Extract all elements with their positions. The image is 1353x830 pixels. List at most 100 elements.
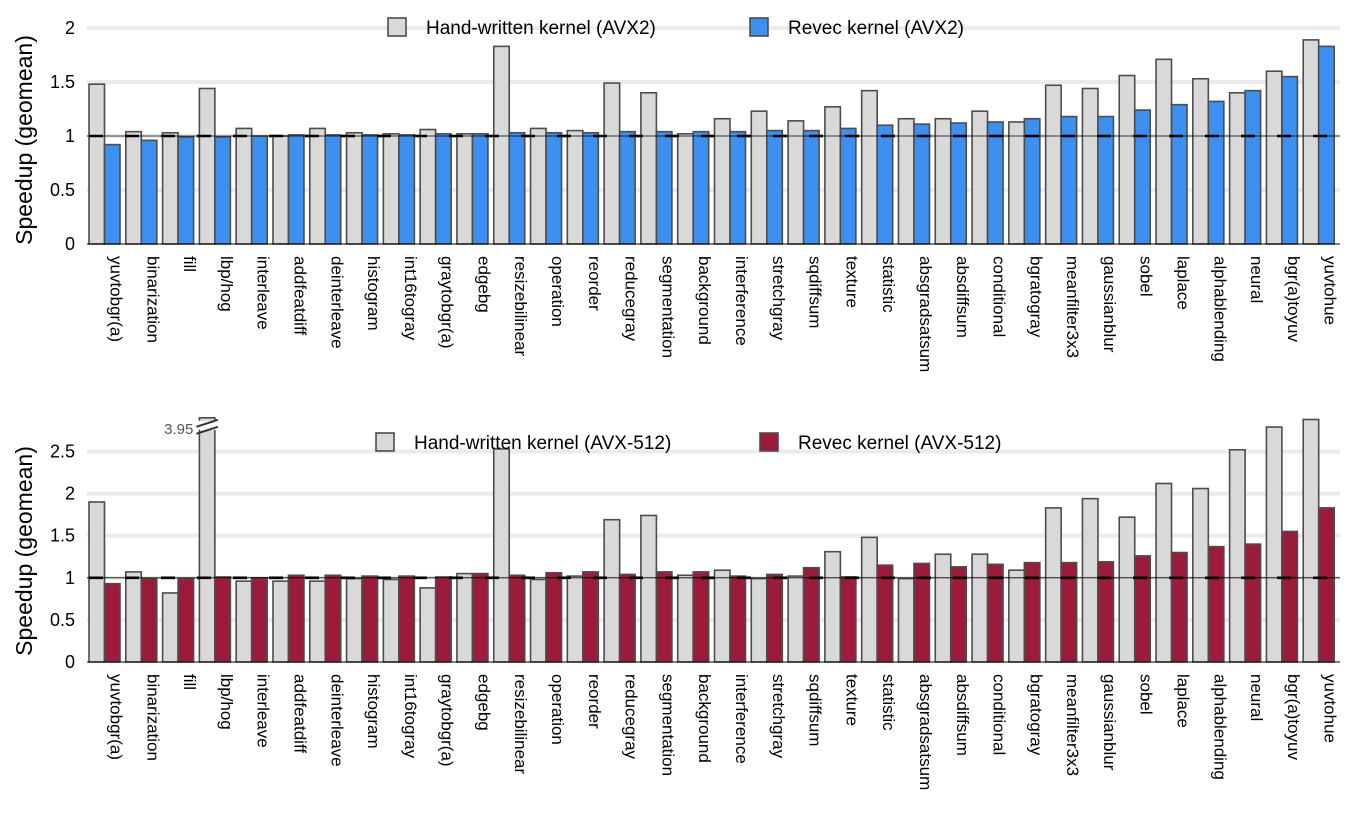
bar-revec (434, 576, 452, 663)
bar-hand-written (676, 133, 695, 245)
y-tick-label: 0.5 (50, 180, 75, 200)
bar-revec (214, 136, 232, 245)
bar-hand-written (1081, 87, 1099, 245)
x-tick-label: bgr(a)toyuv (1284, 674, 1303, 760)
bar-hand-written (1044, 84, 1062, 245)
x-tick-label: bgratogray (1026, 256, 1045, 338)
bar-revec (618, 573, 636, 663)
x-tick-label: operation (548, 256, 567, 327)
x-tick-label: sobel (1137, 256, 1156, 297)
bar-hand-written (198, 416, 216, 663)
bar-revec (361, 575, 379, 663)
y-tick-label: 2 (65, 484, 75, 504)
bar-hand-written (198, 87, 216, 245)
x-tick-label: int16togray (401, 674, 420, 759)
bar-revec (765, 129, 784, 245)
bar-revec (839, 576, 857, 663)
bar-revec (582, 571, 600, 663)
bar-revec (545, 571, 563, 663)
bar-revec (949, 566, 968, 663)
bar-revec (1281, 75, 1299, 245)
bar-revec (140, 577, 158, 663)
bar-revec (692, 130, 710, 245)
x-tick-label: interleave (254, 674, 273, 748)
x-tick-label: graytobgr(a) (438, 256, 457, 349)
bar-revec (655, 130, 673, 245)
x-tick-label: graytobgr(a) (438, 674, 457, 767)
bar-revec (545, 131, 563, 245)
x-tick-label: neural (1247, 674, 1266, 721)
x-tick-label: fill (180, 256, 199, 272)
x-tick-label: addfeatdiff (290, 256, 309, 335)
bar-hand-written (345, 577, 363, 663)
legend-label: Hand-written kernel (AVX-512) (414, 433, 671, 454)
bar-revec (361, 134, 379, 245)
x-tick-label: conditional (990, 674, 1009, 755)
bar-hand-written (382, 133, 400, 245)
bar-hand-written (566, 129, 584, 245)
bar-revec (1207, 545, 1225, 663)
x-tick-label: meanfilter3x3 (1063, 256, 1082, 358)
bar-hand-written (934, 553, 952, 663)
chart-avx512: 0 0.5 1 1.5 2 2.5 Speedup (geomean) yuvtobgr(a)… (11, 416, 1340, 790)
x-tick-label: neural (1247, 256, 1266, 303)
bar-revec (802, 129, 820, 245)
bar-hand-written (787, 575, 805, 663)
legend-swatch (749, 17, 769, 37)
bar-hand-written (124, 130, 143, 245)
bar-revec (1170, 551, 1188, 663)
bar-hand-written (934, 117, 952, 245)
bar-revec (508, 131, 526, 245)
bar-hand-written (1192, 487, 1210, 663)
x-tick-label: resizebilinear (511, 256, 530, 356)
x-tick-label: gaussianblur (1100, 674, 1119, 771)
x-tick-label: edgebg (474, 256, 493, 313)
bar-revec (324, 574, 342, 663)
bar-value-label: 3.95 (164, 421, 193, 438)
bar-hand-written (419, 587, 437, 663)
bar-hand-written (860, 89, 878, 245)
bar-hand-written (1155, 58, 1173, 245)
axis-break-mark (196, 425, 219, 435)
y-tick-label: 2.5 (50, 441, 75, 461)
bar-revec (618, 130, 636, 245)
chart-avx2: 0 0.5 1 1.5 2 Speedup (geomean) yuvtobgr(a) bin… (11, 17, 1340, 372)
x-tick-label: alphablending (1210, 256, 1229, 362)
bar-revec (103, 582, 121, 663)
y-tick-label: 0 (65, 234, 75, 254)
bar-hand-written (787, 120, 805, 245)
bar-revec (692, 571, 710, 663)
bar-hand-written (1265, 426, 1283, 663)
bar-revec (287, 134, 305, 245)
bar-revec (949, 122, 968, 245)
bar-hand-written (492, 45, 511, 245)
bar-revec (140, 139, 158, 245)
x-tick-label: reorder (585, 674, 604, 729)
legend-label: Revec kernel (AVX2) (788, 18, 964, 39)
legend-swatch (375, 432, 395, 452)
x-tick-label: yuvtobgr(a) (107, 256, 126, 342)
x-tick-label: sobel (1137, 674, 1156, 715)
bar-hand-written (603, 82, 621, 245)
bar-hand-written (1008, 569, 1026, 663)
bar-revec (177, 577, 195, 663)
bar-revec (214, 576, 232, 663)
bar-revec (1170, 103, 1188, 245)
x-tick-label: segmentation (658, 674, 677, 776)
bar-hand-written (897, 577, 915, 663)
x-tick-label: lbp/hog (217, 674, 236, 730)
bar-revec (1317, 507, 1336, 663)
legend-label: Hand-written kernel (AVX2) (426, 18, 656, 39)
y-tick-label: 1 (65, 568, 75, 588)
bar-revec (1133, 555, 1152, 663)
x-tick-label: interference (732, 256, 751, 346)
x-tick-label: bgratogray (1026, 674, 1045, 756)
bar-revec (250, 135, 268, 245)
bar-hand-written (1008, 121, 1026, 245)
x-tick-label: laplace (1174, 674, 1193, 728)
x-tick-label: yuvtobgr(a) (107, 674, 126, 760)
bar-hand-written (235, 580, 253, 663)
x-tick-label: segmentation (658, 256, 677, 358)
bar-hand-written (750, 110, 768, 245)
